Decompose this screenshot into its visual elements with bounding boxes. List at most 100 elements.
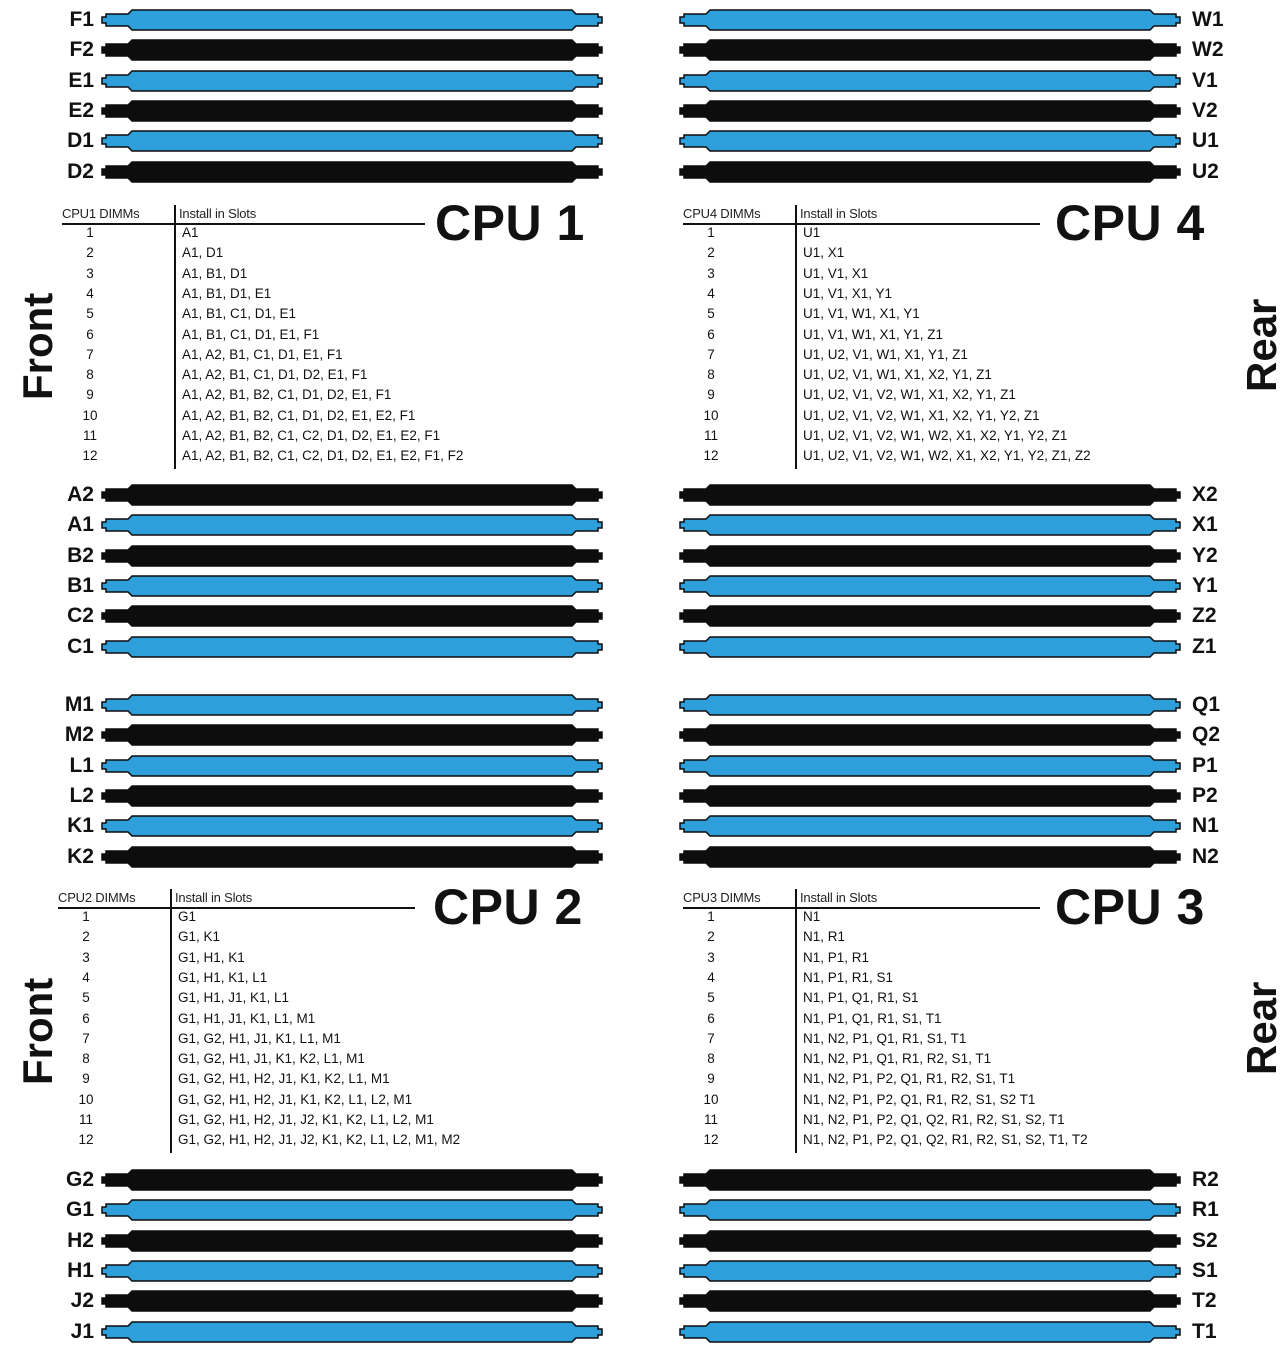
dimm-count: 3 xyxy=(86,266,94,281)
dimm-slot-b2 xyxy=(100,541,604,571)
slot-label-a1: A1 xyxy=(67,513,94,536)
slot-label-z1: Z1 xyxy=(1192,635,1217,658)
install-slots: N1, P1, R1, S1 xyxy=(803,970,894,985)
header-rule xyxy=(58,907,415,909)
install-slots: N1 xyxy=(803,909,821,924)
dimm-count: 8 xyxy=(707,367,715,382)
dimm-slot-g2 xyxy=(100,1165,604,1195)
slot-label-f2: F2 xyxy=(69,38,94,61)
slot-label-n1: N1 xyxy=(1192,814,1219,837)
slot-label-h2: H2 xyxy=(67,1229,94,1252)
dimm-slot-u2 xyxy=(678,157,1182,187)
cpu-title: CPU 1 xyxy=(435,195,585,251)
slot-label-x2: X2 xyxy=(1192,483,1218,506)
slot-label-h1: H1 xyxy=(67,1259,94,1282)
slot-label-p1: P1 xyxy=(1192,754,1218,777)
cpu-title: CPU 2 xyxy=(433,879,583,935)
install-slots: A1, B1, D1, E1 xyxy=(182,286,272,301)
dimm-slot-w1 xyxy=(678,5,1182,35)
install-slots: U1, U2, V1, V2, W1, X1, X2, Y1, Z1 xyxy=(803,387,1016,402)
dimm-slot-y1 xyxy=(678,571,1182,601)
slot-label-u2: U2 xyxy=(1192,160,1219,183)
header-rule xyxy=(62,223,425,225)
header-rule xyxy=(683,223,1040,225)
dimm-slot-y2 xyxy=(678,541,1182,571)
rear-label-top: Rear xyxy=(1238,298,1283,392)
dimm-count: 5 xyxy=(86,306,94,321)
install-slots: A1, A2, B1, B2, C1, D1, D2, E1, E2, F1 xyxy=(182,408,416,423)
install-slots: A1, B1, C1, D1, E1, F1 xyxy=(182,327,320,342)
slot-label-y2: Y2 xyxy=(1192,544,1218,567)
slot-label-d2: D2 xyxy=(67,160,94,183)
dimm-slot-n2 xyxy=(678,842,1182,872)
dimm-slot-m2 xyxy=(100,720,604,750)
install-slots: A1, A2, B1, B2, C1, D1, D2, E1, F1 xyxy=(182,387,392,402)
dimm-count: 8 xyxy=(82,1051,90,1066)
dimm-count: 10 xyxy=(82,408,98,423)
slot-label-u1: U1 xyxy=(1192,129,1219,152)
dimm-slot-j1 xyxy=(100,1317,604,1347)
dimm-count: 12 xyxy=(703,448,719,463)
slot-label-j1: J1 xyxy=(70,1320,94,1343)
install-slots: G1, G2, H1, H2, J1, J2, K1, K2, L1, L2, … xyxy=(178,1112,434,1127)
dimm-slot-d2 xyxy=(100,157,604,187)
install-slots: A1, A2, B1, C1, D1, D2, E1, F1 xyxy=(182,367,368,382)
install-slots: U1, U2, V1, V2, W1, X1, X2, Y1, Y2, Z1 xyxy=(803,408,1040,423)
install-slots: A1, A2, B1, C1, D1, E1, F1 xyxy=(182,347,343,362)
slot-label-f1: F1 xyxy=(69,8,94,31)
install-slots: N1, P1, Q1, R1, S1, T1 xyxy=(803,1011,942,1026)
dimm-count: 10 xyxy=(703,408,719,423)
dimm-count: 11 xyxy=(78,1112,93,1127)
column-divider xyxy=(174,205,176,469)
column-divider xyxy=(795,889,797,1153)
dimm-count: 5 xyxy=(82,990,90,1005)
dimm-count: 10 xyxy=(78,1092,94,1107)
install-slots: G1, H1, J1, K1, L1 xyxy=(178,990,290,1005)
dimm-slot-d1 xyxy=(100,126,604,156)
dimm-count: 9 xyxy=(707,387,715,402)
dimm-slot-h2 xyxy=(100,1226,604,1256)
install-slots: G1, G2, H1, H2, J1, J2, K1, K2, L1, L2, … xyxy=(178,1132,461,1147)
col-header-dimms: CPU2 DIMMs xyxy=(58,890,136,905)
dimm-slot-x1 xyxy=(678,510,1182,540)
col-header-slots: Install in Slots xyxy=(800,206,878,221)
dimm-slot-g1 xyxy=(100,1195,604,1225)
dimm-count: 11 xyxy=(703,428,718,443)
dimm-count: 12 xyxy=(78,1132,94,1147)
dimm-slot-k1 xyxy=(100,811,604,841)
install-slots: G1 xyxy=(178,909,197,924)
dimm-count: 8 xyxy=(707,1051,715,1066)
slot-label-a2: A2 xyxy=(67,483,94,506)
dimm-count: 4 xyxy=(86,286,94,301)
dimm-slot-e2 xyxy=(100,96,604,126)
dimm-slot-w2 xyxy=(678,35,1182,65)
dimm-slot-z1 xyxy=(678,632,1182,662)
column-divider xyxy=(170,889,172,1153)
col-header-dimms: CPU3 DIMMs xyxy=(683,890,761,905)
install-slots: U1, X1 xyxy=(803,245,845,260)
install-slots: A1, A2, B1, B2, C1, C2, D1, D2, E1, E2, … xyxy=(182,448,464,463)
dimm-slot-s1 xyxy=(678,1256,1182,1286)
dimm-slot-l2 xyxy=(100,781,604,811)
dimm-count: 6 xyxy=(707,327,715,342)
col-header-slots: Install in Slots xyxy=(800,890,878,905)
dimm-count: 4 xyxy=(707,970,715,985)
dimm-count: 2 xyxy=(86,245,94,260)
dimm-count: 11 xyxy=(82,428,97,443)
dimm-slot-j2 xyxy=(100,1286,604,1316)
dimm-count: 5 xyxy=(707,990,715,1005)
dimm-slot-z2 xyxy=(678,601,1182,631)
dimm-slot-q2 xyxy=(678,720,1182,750)
dimm-slot-q1 xyxy=(678,690,1182,720)
install-slots: N1, N2, P1, P2, Q1, Q2, R1, R2, S1, S2, … xyxy=(803,1112,1065,1127)
dimm-slot-u1 xyxy=(678,126,1182,156)
install-slots: A1, D1 xyxy=(182,245,224,260)
dimm-slot-n1 xyxy=(678,811,1182,841)
install-slots: N1, P1, Q1, R1, S1 xyxy=(803,990,919,1005)
dimm-count: 2 xyxy=(707,245,715,260)
dimm-slot-p2 xyxy=(678,781,1182,811)
dimm-count: 2 xyxy=(82,929,90,944)
install-slots: U1, V1, W1, X1, Y1 xyxy=(803,306,920,321)
install-slots: G1, H1, J1, K1, L1, M1 xyxy=(178,1011,316,1026)
dimm-slot-c1 xyxy=(100,632,604,662)
